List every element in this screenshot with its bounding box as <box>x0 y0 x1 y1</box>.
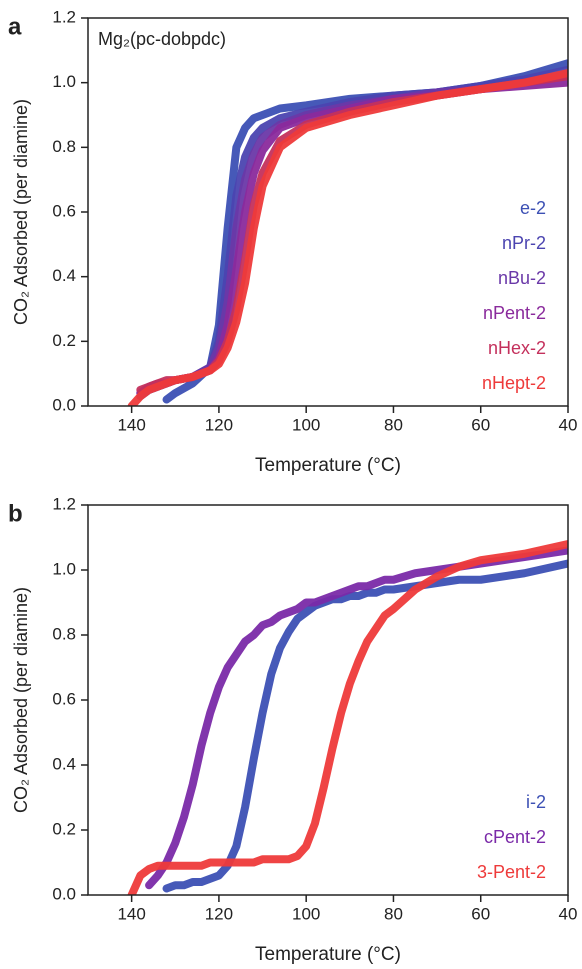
legend-entry: i-2 <box>526 792 546 812</box>
x-tick-label: 40 <box>559 415 578 434</box>
y-tick-label: 1.2 <box>52 494 76 513</box>
x-tick-label: 80 <box>384 904 403 923</box>
plot-area <box>127 59 568 406</box>
series-line <box>127 540 568 895</box>
plot-area <box>127 540 568 895</box>
x-tick-label: 100 <box>292 904 320 923</box>
x-tick-label: 140 <box>117 415 145 434</box>
series-line <box>127 68 568 406</box>
x-tick-label: 120 <box>205 415 233 434</box>
x-tick-label: 100 <box>292 415 320 434</box>
series-line <box>145 546 568 890</box>
legend-entry: nPr-2 <box>502 233 546 253</box>
annotation: Mg₂(pc-dobpdc) <box>98 29 226 49</box>
y-tick-label: 0.6 <box>52 689 76 708</box>
y-tick-label: 0.0 <box>52 884 76 903</box>
series-line <box>162 559 568 893</box>
x-tick-label: 60 <box>471 904 490 923</box>
y-tick-label: 1.2 <box>52 7 76 26</box>
y-tick-label: 0.4 <box>52 266 76 285</box>
x-tick-label: 80 <box>384 415 403 434</box>
legend-entry: cPent-2 <box>484 827 546 847</box>
y-tick-label: 0.4 <box>52 754 76 773</box>
legend-entry: nPent-2 <box>483 303 546 323</box>
y-tick-label: 1.0 <box>52 559 76 578</box>
legend-entry: 3-Pent-2 <box>477 862 546 882</box>
x-tick-label: 140 <box>117 904 145 923</box>
y-tick-label: 0.8 <box>52 624 76 643</box>
panel-label: a <box>8 13 22 40</box>
y-axis-title: CO₂ Adsorbed (per diamine) <box>11 99 31 325</box>
y-tick-label: 0.0 <box>52 395 76 414</box>
panel: i-2 cPent-2 3-Pent-2 0.0 0.2 0.4 0.6 0.8 1.0 1.2 1… <box>8 494 577 965</box>
y-axis-title: CO₂ Adsorbed (per diamine) <box>11 587 31 813</box>
legend-entry: e-2 <box>520 198 546 218</box>
y-tick-label: 0.2 <box>52 331 76 350</box>
y-tick-label: 0.6 <box>52 201 76 220</box>
panel-label: b <box>8 500 23 527</box>
x-tick-label: 40 <box>559 904 578 923</box>
x-axis-title: Temperature (°C) <box>255 944 401 965</box>
x-axis-title: Temperature (°C) <box>255 455 401 476</box>
legend-entry: nHex-2 <box>488 338 546 358</box>
x-tick-label: 60 <box>471 415 490 434</box>
y-tick-label: 0.2 <box>52 819 76 838</box>
panel: e-2 nPr-2 nBu-2 nPent-2 nHex-2 nHept-2 0.0 0.2 0… <box>8 7 577 476</box>
legend-entry: nBu-2 <box>498 268 546 288</box>
x-tick-label: 120 <box>205 904 233 923</box>
y-tick-label: 0.8 <box>52 137 76 156</box>
y-tick-label: 1.0 <box>52 72 76 91</box>
legend-entry: nHept-2 <box>482 373 546 393</box>
